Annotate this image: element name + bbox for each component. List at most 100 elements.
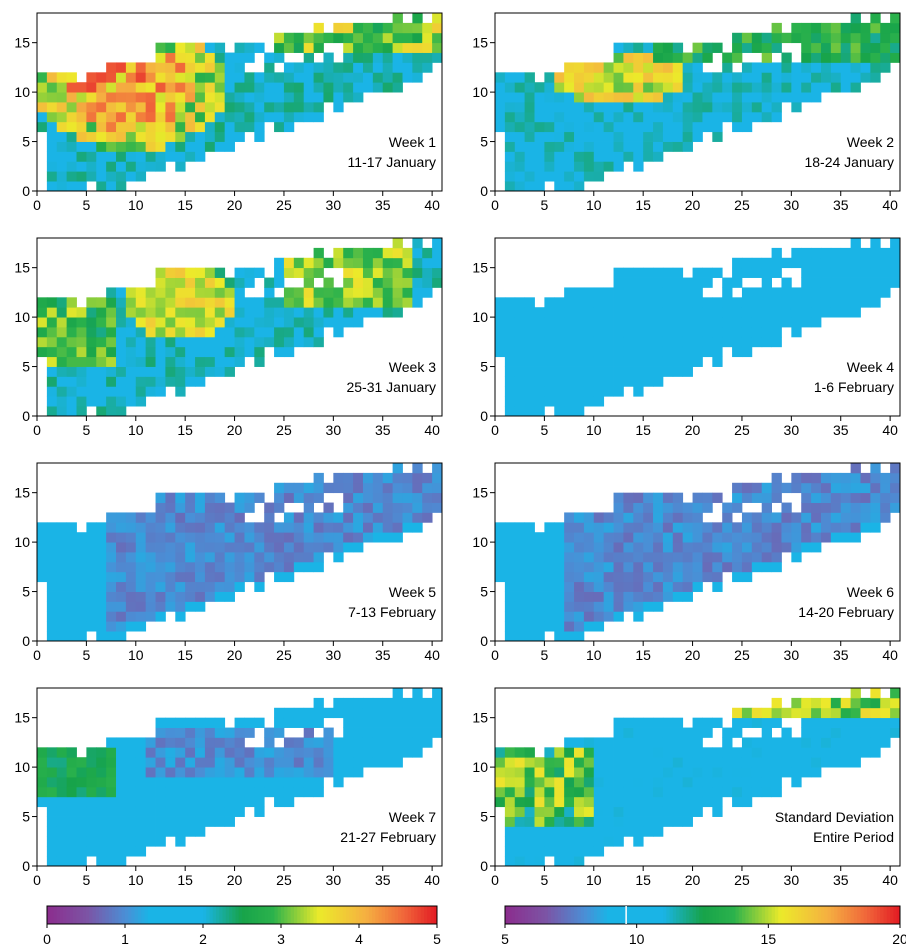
heatmap-cell	[155, 542, 166, 553]
heatmap-cell	[382, 512, 394, 523]
heatmap-cell	[135, 346, 147, 358]
heatmap-cell	[524, 806, 535, 817]
heatmap-cell	[56, 121, 68, 133]
heatmap-cell	[175, 141, 186, 152]
heatmap-cell	[106, 786, 117, 798]
heatmap-cell	[880, 492, 891, 503]
heatmap-cell	[175, 356, 186, 367]
heatmap-cell	[564, 317, 575, 328]
colorbar-swatch	[203, 906, 207, 924]
heatmap-cell	[224, 62, 235, 73]
heatmap-cell	[76, 571, 87, 583]
heatmap-cell	[185, 72, 196, 83]
heatmap-cell	[514, 72, 526, 83]
heatmap-cell	[323, 82, 334, 93]
colorbar-tick-label: 5	[501, 931, 509, 947]
heatmap-cell	[412, 472, 423, 484]
heatmap-cell	[662, 327, 674, 338]
heatmap-cell	[76, 161, 87, 172]
heatmap-cell	[564, 386, 575, 397]
heatmap-cell	[554, 346, 565, 358]
heatmap-cell	[633, 141, 644, 152]
heatmap-cell	[254, 92, 265, 103]
heatmap-cell	[554, 92, 565, 103]
heatmap-cell	[554, 356, 565, 367]
heatmap-cell	[653, 52, 664, 63]
heatmap-cell	[653, 62, 664, 73]
panel-label-line1: Week 7	[389, 809, 436, 825]
colorbar-swatch	[248, 906, 253, 924]
heatmap-cell	[564, 581, 575, 592]
colorbar-swatch	[715, 906, 720, 924]
heatmap-cell	[593, 72, 605, 83]
heatmap-cell	[125, 376, 137, 387]
heatmap-cell	[293, 482, 305, 494]
heatmap-cell	[362, 277, 374, 288]
heatmap-cell	[343, 287, 354, 298]
heatmap-cell	[534, 121, 545, 133]
heatmap-cell	[791, 22, 802, 34]
heatmap-cell	[870, 717, 881, 728]
heatmap-cell	[185, 757, 196, 768]
panel-label-line2: 1-6 February	[814, 379, 894, 395]
heatmap-cell	[870, 297, 881, 308]
heatmap-cell	[504, 72, 516, 83]
heatmap-cell	[185, 532, 196, 543]
heatmap-cell	[613, 717, 624, 728]
heatmap-cell	[264, 307, 275, 318]
heatmap-cell	[224, 131, 235, 142]
heatmap-cell	[106, 796, 117, 808]
heatmap-cell	[204, 767, 216, 778]
heatmap-cell	[801, 502, 812, 513]
heatmap-cell	[293, 737, 305, 748]
heatmap-cell	[432, 42, 443, 53]
heatmap-cell	[214, 796, 226, 808]
heatmap-cell	[692, 62, 703, 73]
heatmap-cell	[712, 786, 723, 798]
heatmap-cell	[811, 277, 822, 288]
heatmap-cell	[145, 747, 156, 758]
heatmap-cell	[722, 102, 733, 113]
heatmap-cell	[362, 532, 374, 543]
heatmap-cell	[204, 777, 216, 788]
heatmap-cell	[116, 287, 127, 298]
heatmap-cell	[116, 581, 127, 592]
x-tick-label: 10	[128, 872, 144, 888]
colorbar-swatch	[125, 906, 129, 924]
heatmap-cell	[732, 346, 743, 358]
heatmap-cell	[106, 161, 117, 172]
heatmap-cell	[633, 571, 644, 583]
heatmap-cell	[712, 757, 723, 768]
heatmap-cell	[662, 121, 674, 133]
heatmap-cell	[662, 717, 674, 728]
heatmap-cell	[564, 181, 575, 192]
heatmap-cell	[781, 92, 792, 103]
heatmap-cell	[504, 131, 516, 142]
heatmap-cell	[155, 366, 166, 377]
heatmap-cell	[643, 796, 654, 808]
heatmap-cell	[870, 238, 881, 249]
heatmap-cell	[514, 141, 526, 152]
heatmap-cell	[37, 327, 48, 338]
heatmap-cell	[185, 317, 196, 328]
heatmap-cell	[234, 522, 245, 533]
heatmap-cell	[66, 406, 77, 417]
colorbar-swatch	[689, 906, 694, 924]
heatmap-cell	[165, 522, 176, 533]
heatmap-cell	[56, 366, 68, 377]
heatmap-cell	[234, 571, 245, 583]
heatmap-cell	[125, 161, 137, 172]
heatmap-cell	[830, 747, 842, 758]
heatmap-cell	[214, 336, 226, 348]
heatmap-cell	[224, 512, 235, 523]
heatmap-cell	[195, 151, 206, 162]
heatmap-cell	[504, 121, 516, 133]
heatmap-cell	[633, 386, 644, 397]
heatmap-cell	[692, 571, 703, 583]
heatmap-cell	[293, 307, 305, 318]
heatmap-cell	[524, 151, 535, 162]
colorbar-swatch	[235, 906, 240, 924]
heatmap-cell	[86, 767, 97, 778]
heatmap-cell	[185, 591, 196, 602]
heatmap-cell	[613, 287, 624, 298]
